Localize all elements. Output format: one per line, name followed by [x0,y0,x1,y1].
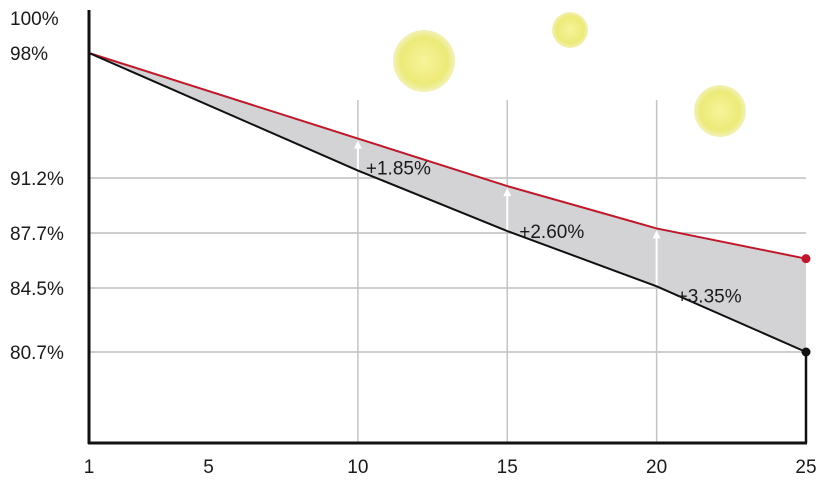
y-tick-label: 98% [10,44,48,65]
x-tick-label: 1 [84,457,95,478]
sun-small-icon [552,12,588,48]
gain-arrow-head [353,140,362,149]
x-tick-label: 10 [347,457,368,478]
gain-area [89,53,806,352]
improved-series-end-point [801,254,811,264]
x-tick-label: 5 [203,457,214,478]
gain-arrow-head [503,188,512,197]
x-tick-label: 20 [646,457,667,478]
gain-annotation: +1.85% [366,159,431,180]
sun-right-icon [694,85,746,137]
sun-large-icon [393,30,455,92]
y-tick-label: 80.7% [10,343,64,364]
y-tick-label: 91.2% [10,169,64,190]
y-tick-label: 100% [10,9,59,30]
gain-annotation: +3.35% [677,286,742,307]
improved-series-line [88,52,807,260]
gain-arrow-head [652,230,661,239]
standard-series-line [88,52,807,353]
y-tick-label: 84.5% [10,279,64,300]
y-tick-label: 87.7% [10,224,64,245]
x-tick-label: 15 [497,457,518,478]
x-tick-label: 25 [795,457,816,478]
gain-annotation: +2.60% [519,222,584,243]
